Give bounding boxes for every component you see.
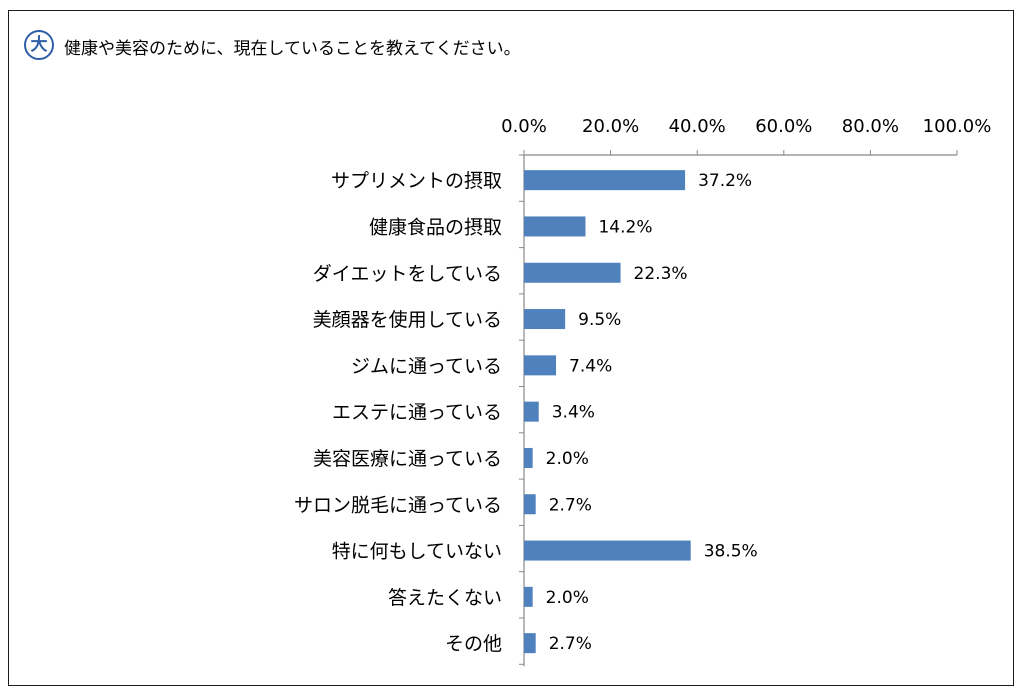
x-tick-label: 0.0% [501,116,547,137]
data-label: 37.2% [698,171,752,191]
page-title: 健康や美容のために、現在していることを教えてください。 [64,39,521,59]
category-label: 美容医療に通っている [313,448,502,470]
data-label: 7.4% [569,356,612,376]
x-tick-label: 60.0% [755,116,812,137]
bar [524,494,536,515]
data-label: 3.4% [552,403,595,423]
bar [524,262,621,283]
category-label: 答えたくない [388,587,502,609]
x-tick-label: 40.0% [669,116,726,137]
category-label: ジムに通っている [351,355,502,377]
category-label: サプリメントの摂取 [331,170,502,192]
data-label: 22.3% [634,264,688,284]
data-label: 38.5% [704,542,758,562]
bar [524,447,533,468]
x-tick-label: 100.0% [923,116,992,137]
chart-frame [8,10,1014,686]
data-label: 14.2% [598,217,652,237]
x-tick-label: 20.0% [582,116,639,137]
category-label: 美顔器を使用している [313,309,502,331]
bar [524,633,536,654]
bar [524,540,691,561]
category-label: 特に何もしていない [332,541,502,563]
category-label: その他 [445,633,502,655]
data-label: 2.7% [549,634,592,654]
category-label: 健康食品の摂取 [369,216,502,238]
bar [524,586,533,607]
category-label: エステに通っている [332,402,502,424]
bar [524,355,557,376]
x-tick-label: 80.0% [842,116,899,137]
data-label: 2.0% [546,588,589,608]
category-label: ダイエットをしている [313,263,502,285]
badge-text: 大 [30,34,48,55]
bar [524,216,586,237]
badge-icon: 大 [24,30,54,60]
bar [524,170,686,191]
bar [524,309,566,330]
category-label: サロン脱毛に通っている [294,494,502,516]
data-label: 2.0% [546,449,589,469]
bar [524,401,539,422]
data-label: 2.7% [549,495,592,515]
data-label: 9.5% [578,310,621,330]
